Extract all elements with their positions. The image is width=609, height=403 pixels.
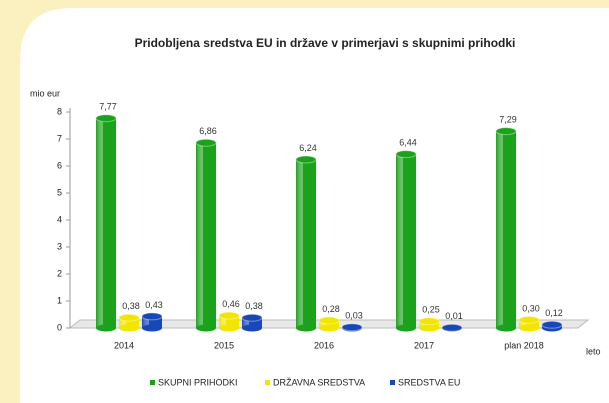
bar-cap [541,320,563,329]
value-label: 0,12 [545,308,563,318]
y-tick-label: 7 [57,133,62,143]
value-label: 0,38 [245,301,263,311]
bar-cap [118,313,140,322]
bar-bottom [396,324,416,332]
bar-cap [241,313,263,322]
y-tick-label: 5 [57,187,62,197]
bar-cap [341,323,363,332]
bar-cap [495,127,517,136]
y-tick-label: 0 [57,322,62,332]
bar-bottom [319,324,339,332]
legend-label: SKUPNI PRIHODKI [158,377,238,387]
bar-bottom [196,324,216,332]
bar-cap [141,312,163,321]
bar [96,118,116,329]
value-label: 0,30 [522,303,540,313]
value-label: 6,24 [299,143,317,153]
bar-cap [518,315,540,324]
legend-swatch [265,380,270,385]
bar [319,320,339,328]
x-tick-label: 2017 [414,340,434,350]
bar-bottom [96,324,116,332]
value-label: 0,25 [422,305,440,315]
bar-bottom [519,324,539,332]
y-tick-label: 8 [57,106,62,116]
bar [396,154,416,328]
bar-cap [195,138,217,147]
x-tick-label: 2014 [114,340,134,350]
bar-bottom [142,324,162,332]
bar [119,317,139,328]
y-tick-label: 2 [57,268,62,278]
y-axis-label: mio eur [30,88,60,98]
x-tick-label: plan 2018 [504,340,544,350]
value-label: 0,46 [222,299,240,309]
bar [242,317,262,328]
bar-bottom [242,324,262,332]
bar-bottom [496,324,516,332]
bar-bottom [296,324,316,332]
y-tick-label: 3 [57,241,62,251]
bar-cap [295,155,317,164]
bar [196,142,216,328]
bar-cap [95,114,117,123]
bar [496,131,516,328]
value-label: 6,86 [199,126,217,136]
bar-bottom [119,324,139,332]
legend-label: SREDSTVA EU [398,377,460,387]
bar-bottom [419,324,439,332]
value-label: 7,77 [99,102,117,112]
bar-cap [218,311,240,320]
bar [219,315,239,328]
bar-bottom [219,324,239,332]
value-label: 0,03 [345,311,363,321]
bar-cap [395,150,417,159]
y-tick-label: 6 [57,160,62,170]
y-tick-label: 4 [57,214,62,224]
legend-swatch [150,380,155,385]
x-tick-label: 2016 [314,340,334,350]
y-tick-label: 1 [57,295,62,305]
chart-title: Pridobljena sredstva EU in države v prim… [135,36,516,50]
value-label: 0,28 [322,304,340,314]
value-label: 0,01 [445,311,463,321]
bar [296,159,316,328]
legend-label: DRŽAVNA SREDSTVA [273,377,365,387]
value-label: 7,29 [499,115,517,125]
x-tick-label: 2015 [214,340,234,350]
x-axis-label: leto [586,346,601,356]
bar [519,319,539,328]
legend-swatch [390,380,395,385]
bar-cap [418,317,440,326]
bar-cap [318,316,340,325]
value-label: 0,43 [145,300,163,310]
value-label: 0,38 [122,301,140,311]
value-label: 6,44 [399,137,417,147]
bar [142,316,162,328]
bar-cap [441,323,463,332]
